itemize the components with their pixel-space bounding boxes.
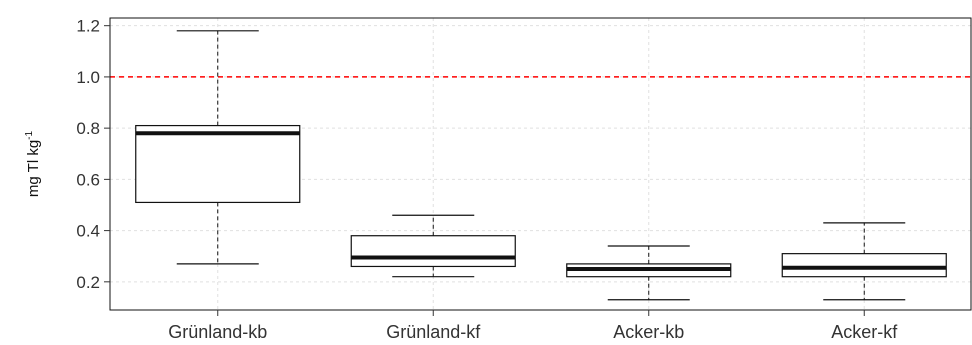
box-0: [135, 30, 301, 265]
y-tick-label: 1.0: [76, 68, 100, 87]
y-tick-label: 0.4: [76, 222, 100, 241]
x-tick-label: Acker-kf: [831, 322, 898, 342]
iqr-box: [135, 124, 301, 204]
y-tick-label: 0.2: [76, 273, 100, 292]
y-tick-label: 0.8: [76, 119, 100, 138]
iqr-box: [781, 253, 947, 278]
x-tick-label: Grünland-kb: [168, 322, 267, 342]
iqr-box: [350, 235, 516, 268]
box-3: [781, 222, 947, 301]
y-tick-label: 1.2: [76, 17, 100, 36]
plot-frame: [109, 17, 972, 311]
y-axis-label-superscript: -1: [24, 130, 35, 139]
axis-layer: 0.2 0.4 0.6 0.8 1.0 1.2 Grünland-kb Grünland-kf…: [76, 17, 898, 342]
y-tick-label: 0.6: [76, 170, 100, 189]
y-axis-label-text: mg Tl kg: [25, 140, 42, 197]
x-tick-label: Grünland-kf: [386, 322, 481, 342]
y-axis-label: mg Tl kg-1: [24, 130, 42, 197]
boxes-layer: [135, 30, 947, 301]
box-1: [350, 214, 516, 278]
box-2: [566, 245, 732, 301]
x-tick-label: Acker-kb: [613, 322, 684, 342]
